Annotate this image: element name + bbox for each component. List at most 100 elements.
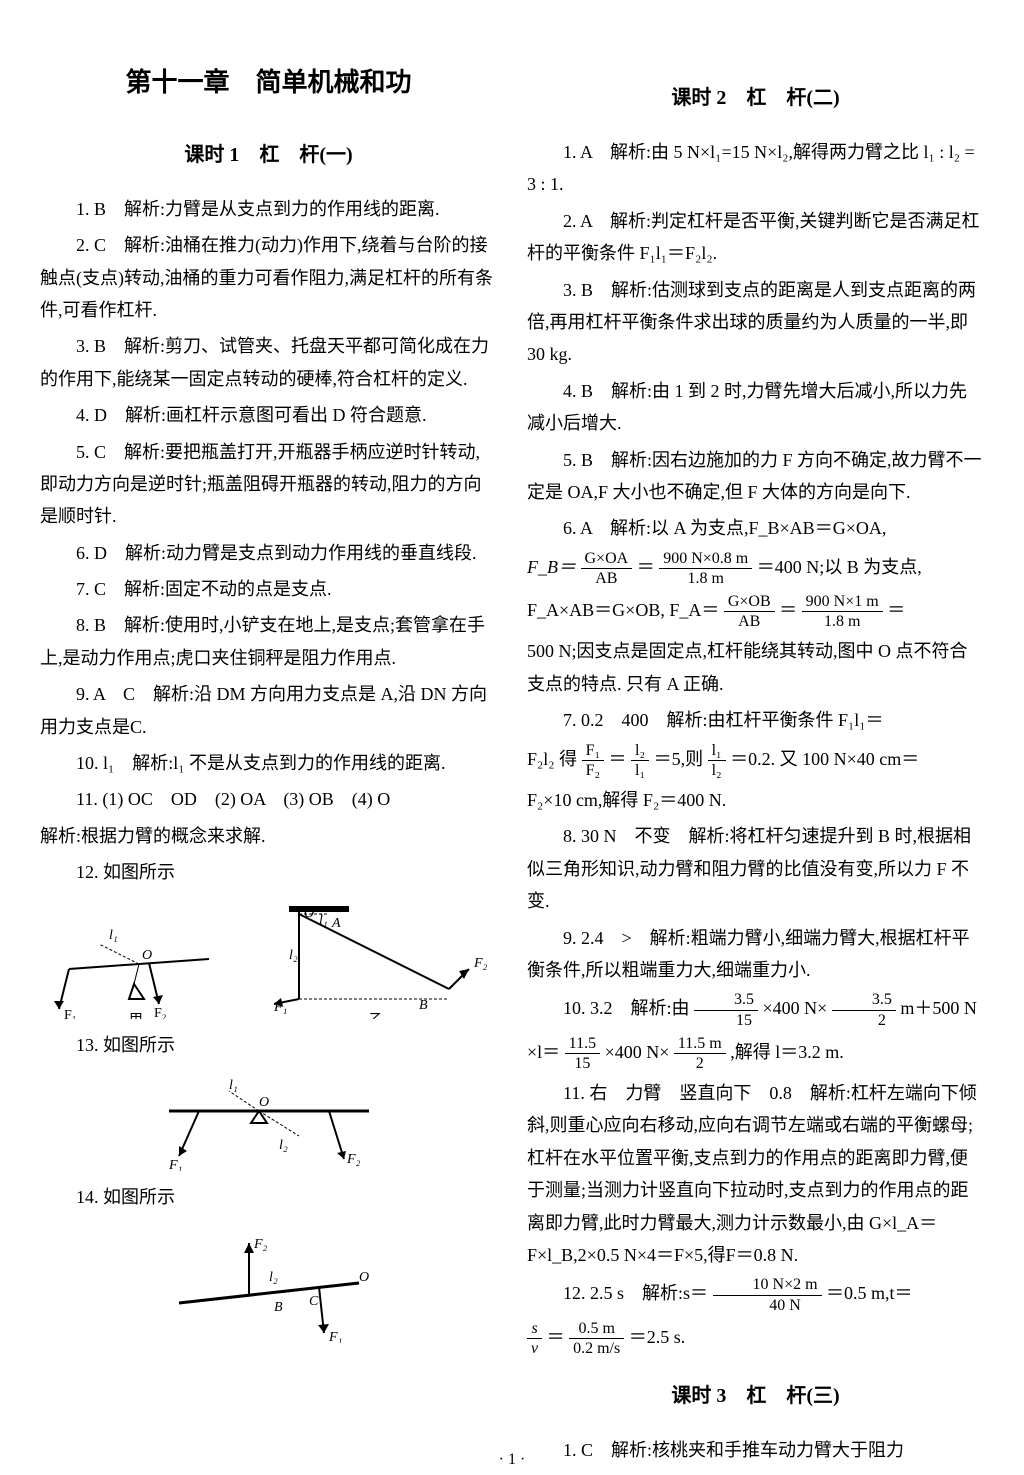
q6-fa-result: ＝: [887, 600, 905, 620]
q10-end: ,解得 l＝3.2 m.: [730, 1042, 844, 1062]
frac-num: G×OB: [724, 592, 775, 612]
frac-den: 15: [565, 1054, 600, 1073]
svg-text:O: O: [304, 906, 314, 921]
frac-9: 3.5 2: [832, 990, 896, 1029]
frac-num: l₁: [708, 741, 726, 761]
frac-12: 10 N×2 m 40 N: [713, 1275, 822, 1314]
frac-den: 1.8 m: [659, 569, 752, 588]
r-q6-line2: F_B＝ G×OA AB ＝ 900 N×0.8 m 1.8 m ＝400 N;…: [527, 549, 984, 588]
frac-den: l₁: [631, 761, 649, 780]
svg-text:B: B: [419, 998, 428, 1013]
q12-note: 12. 如图所示: [40, 856, 497, 888]
q12-start: 12. 2.5 s 解析:s＝: [563, 1283, 708, 1303]
svg-text:F₂: F₂: [473, 956, 488, 971]
diagram-12: F₁ F₂ l₁ O 甲 l₁: [49, 899, 489, 1019]
svg-text:A: A: [331, 916, 341, 931]
frac-num: 11.5 m: [674, 1034, 726, 1054]
figure-13: F₁ F₂ l₁ l₂ O: [40, 1071, 497, 1171]
r-q8: 8. 30 N 不变 解析:将杠杆匀速提升到 B 时,根据相似三角形知识,动力臂…: [527, 820, 984, 917]
frac-11: 11.5 m 2: [674, 1034, 726, 1073]
r-q7-end: F₂×10 cm,解得 F₂＝400 N.: [527, 784, 984, 816]
frac-14: 0.5 m 0.2 m/s: [569, 1319, 624, 1358]
svg-text:F₁: F₁: [328, 1330, 342, 1343]
frac-den: AB: [724, 612, 775, 631]
svg-text:乙: 乙: [369, 1012, 383, 1019]
frac-num: 0.5 m: [569, 1319, 624, 1339]
svg-text:O: O: [259, 1095, 269, 1110]
diagram-14: F₂ F₁ l₂ O B C: [139, 1223, 399, 1343]
frac-den: 2: [832, 1011, 896, 1030]
r-q10-line1: 10. 3.2 解析:由 3.5 15 ×400 N× 3.5 2 m＋500 …: [527, 990, 984, 1029]
lesson1-title: 课时 1 杠 杆(一): [40, 137, 497, 173]
eq: ＝: [779, 600, 797, 620]
left-column: 第十一章 简单机械和功 课时 1 杠 杆(一) 1. B 解析:力臂是从支点到力…: [40, 60, 497, 1426]
svg-text:l₁: l₁: [109, 928, 118, 943]
q9: 9. A C 解析:沿 DM 方向用力支点是 A,沿 DN 方向用力支点是C.: [40, 678, 497, 743]
q12-mid: ＝0.5 m,t＝: [826, 1283, 913, 1303]
q6: 6. D 解析:动力臂是支点到动力作用线的垂直线段.: [40, 537, 497, 569]
q6-start: 6. A 解析:以 A 为支点,F_B×AB＝G×OA,: [563, 518, 886, 538]
r-q1: 1. A 解析:由 5 N×l₁=15 N×l₂,解得两力臂之比 l₁ : l₂…: [527, 136, 984, 201]
svg-text:l₂: l₂: [269, 1270, 278, 1285]
frac-1: G×OA AB: [581, 549, 633, 588]
r-q4: 4. B 解析:由 1 到 2 时,力臂先增大后减小,所以力先减小后增大.: [527, 375, 984, 440]
eq: ＝: [547, 1327, 565, 1347]
frac-num: 11.5: [565, 1034, 600, 1054]
frac-5: F₁ F₂: [582, 741, 604, 780]
svg-text:l₂: l₂: [279, 1138, 288, 1153]
q11-sub: 解析:根据力臂的概念来求解.: [40, 820, 497, 852]
r-q3: 3. B 解析:估测球到支点的距离是人到支点距离的两倍,再用杠杆平衡条件求出球的…: [527, 274, 984, 371]
r-q7-line2: F₂l₂ 得 F₁ F₂ ＝ l₂ l₁ ＝5,则 l₁ l₂ ＝0.2. 又 …: [527, 741, 984, 780]
q10-mid3: ×400 N×: [605, 1042, 670, 1062]
frac-den: 15: [694, 1011, 758, 1030]
frac-den: 1.8 m: [802, 612, 883, 631]
r-q12-line2: s v ＝ 0.5 m 0.2 m/s ＝2.5 s.: [527, 1319, 984, 1358]
frac-3: G×OB AB: [724, 592, 775, 631]
r-q7-line1: 7. 0.2 400 解析:由杠杆平衡条件 F₁l₁＝: [527, 704, 984, 736]
svg-text:B: B: [274, 1300, 283, 1315]
frac-den: l₂: [708, 761, 726, 780]
frac-num: 10 N×2 m: [713, 1275, 822, 1295]
frac-4: 900 N×1 m 1.8 m: [802, 592, 883, 631]
lesson3-title: 课时 3 杠 杆(三): [527, 1378, 984, 1414]
r-q5: 5. B 解析:因右边施加的力 F 方向不确定,故力臂不一定是 OA,F 大小也…: [527, 444, 984, 509]
r-q12-line1: 12. 2.5 s 解析:s＝ 10 N×2 m 40 N ＝0.5 m,t＝: [527, 1275, 984, 1314]
frac-den: F₂: [582, 761, 604, 780]
svg-text:l₂: l₂: [289, 948, 298, 963]
frac-num: s: [527, 1319, 542, 1339]
r-q10-line2: ×l＝ 11.5 15 ×400 N× 11.5 m 2 ,解得 l＝3.2 m…: [527, 1034, 984, 1073]
frac-num: 900 N×0.8 m: [659, 549, 752, 569]
chapter-title: 第十一章 简单机械和功: [40, 60, 497, 107]
figure-12: F₁ F₂ l₁ O 甲 l₁: [40, 899, 497, 1019]
svg-text:C: C: [309, 1294, 319, 1309]
r-q6-end: 500 N;因支点是固定点,杠杆能绕其转动,图中 O 点不符合支点的特点. 只有…: [527, 635, 984, 700]
r-q9: 9. 2.4 > 解析:粗端力臂小,细端力臂大,根据杠杆平衡条件,所以粗端重力大…: [527, 922, 984, 987]
q12-end: ＝2.5 s.: [629, 1327, 686, 1347]
r-q11: 11. 右 力臂 竖直向下 0.8 解析:杠杆左端向下倾斜,则重心应向右移动,应…: [527, 1077, 984, 1271]
q10-start: 10. 3.2 解析:由: [563, 998, 690, 1018]
frac-10: 11.5 15: [565, 1034, 600, 1073]
q6-fb-label: F_B＝: [527, 557, 576, 577]
q4: 4. D 解析:画杠杆示意图可看出 D 符合题意.: [40, 399, 497, 431]
eq: ＝: [637, 557, 655, 577]
q11: 11. (1) OC OD (2) OA (3) OB (4) O: [40, 783, 497, 815]
svg-text:F₁: F₁: [168, 1158, 182, 1171]
frac-den: AB: [581, 569, 633, 588]
svg-text:O: O: [142, 948, 152, 963]
frac-num: l₂: [631, 741, 649, 761]
q6-fa-start: F_A×AB＝G×OB, F_A＝: [527, 600, 719, 620]
frac-den: 0.2 m/s: [569, 1339, 624, 1358]
q7-start: 7. 0.2 400 解析:由杠杆平衡条件 F₁l₁＝: [563, 710, 884, 730]
q2: 2. C 解析:油桶在推力(动力)作用下,绕着与台阶的接触点(支点)转动,油桶的…: [40, 229, 497, 326]
frac-num: 900 N×1 m: [802, 592, 883, 612]
frac-num: G×OA: [581, 549, 633, 569]
frac-den: v: [527, 1339, 542, 1358]
figure-14: F₂ F₁ l₂ O B C: [40, 1223, 497, 1343]
frac-num: F₁: [582, 741, 604, 761]
svg-text:F₂: F₂: [346, 1152, 361, 1167]
frac-8: 3.5 15: [694, 990, 758, 1029]
svg-text:l₁: l₁: [319, 913, 328, 928]
q13-note: 13. 如图所示: [40, 1029, 497, 1061]
q10-mid1: ×400 N×: [763, 998, 828, 1018]
frac-den: 2: [674, 1054, 726, 1073]
